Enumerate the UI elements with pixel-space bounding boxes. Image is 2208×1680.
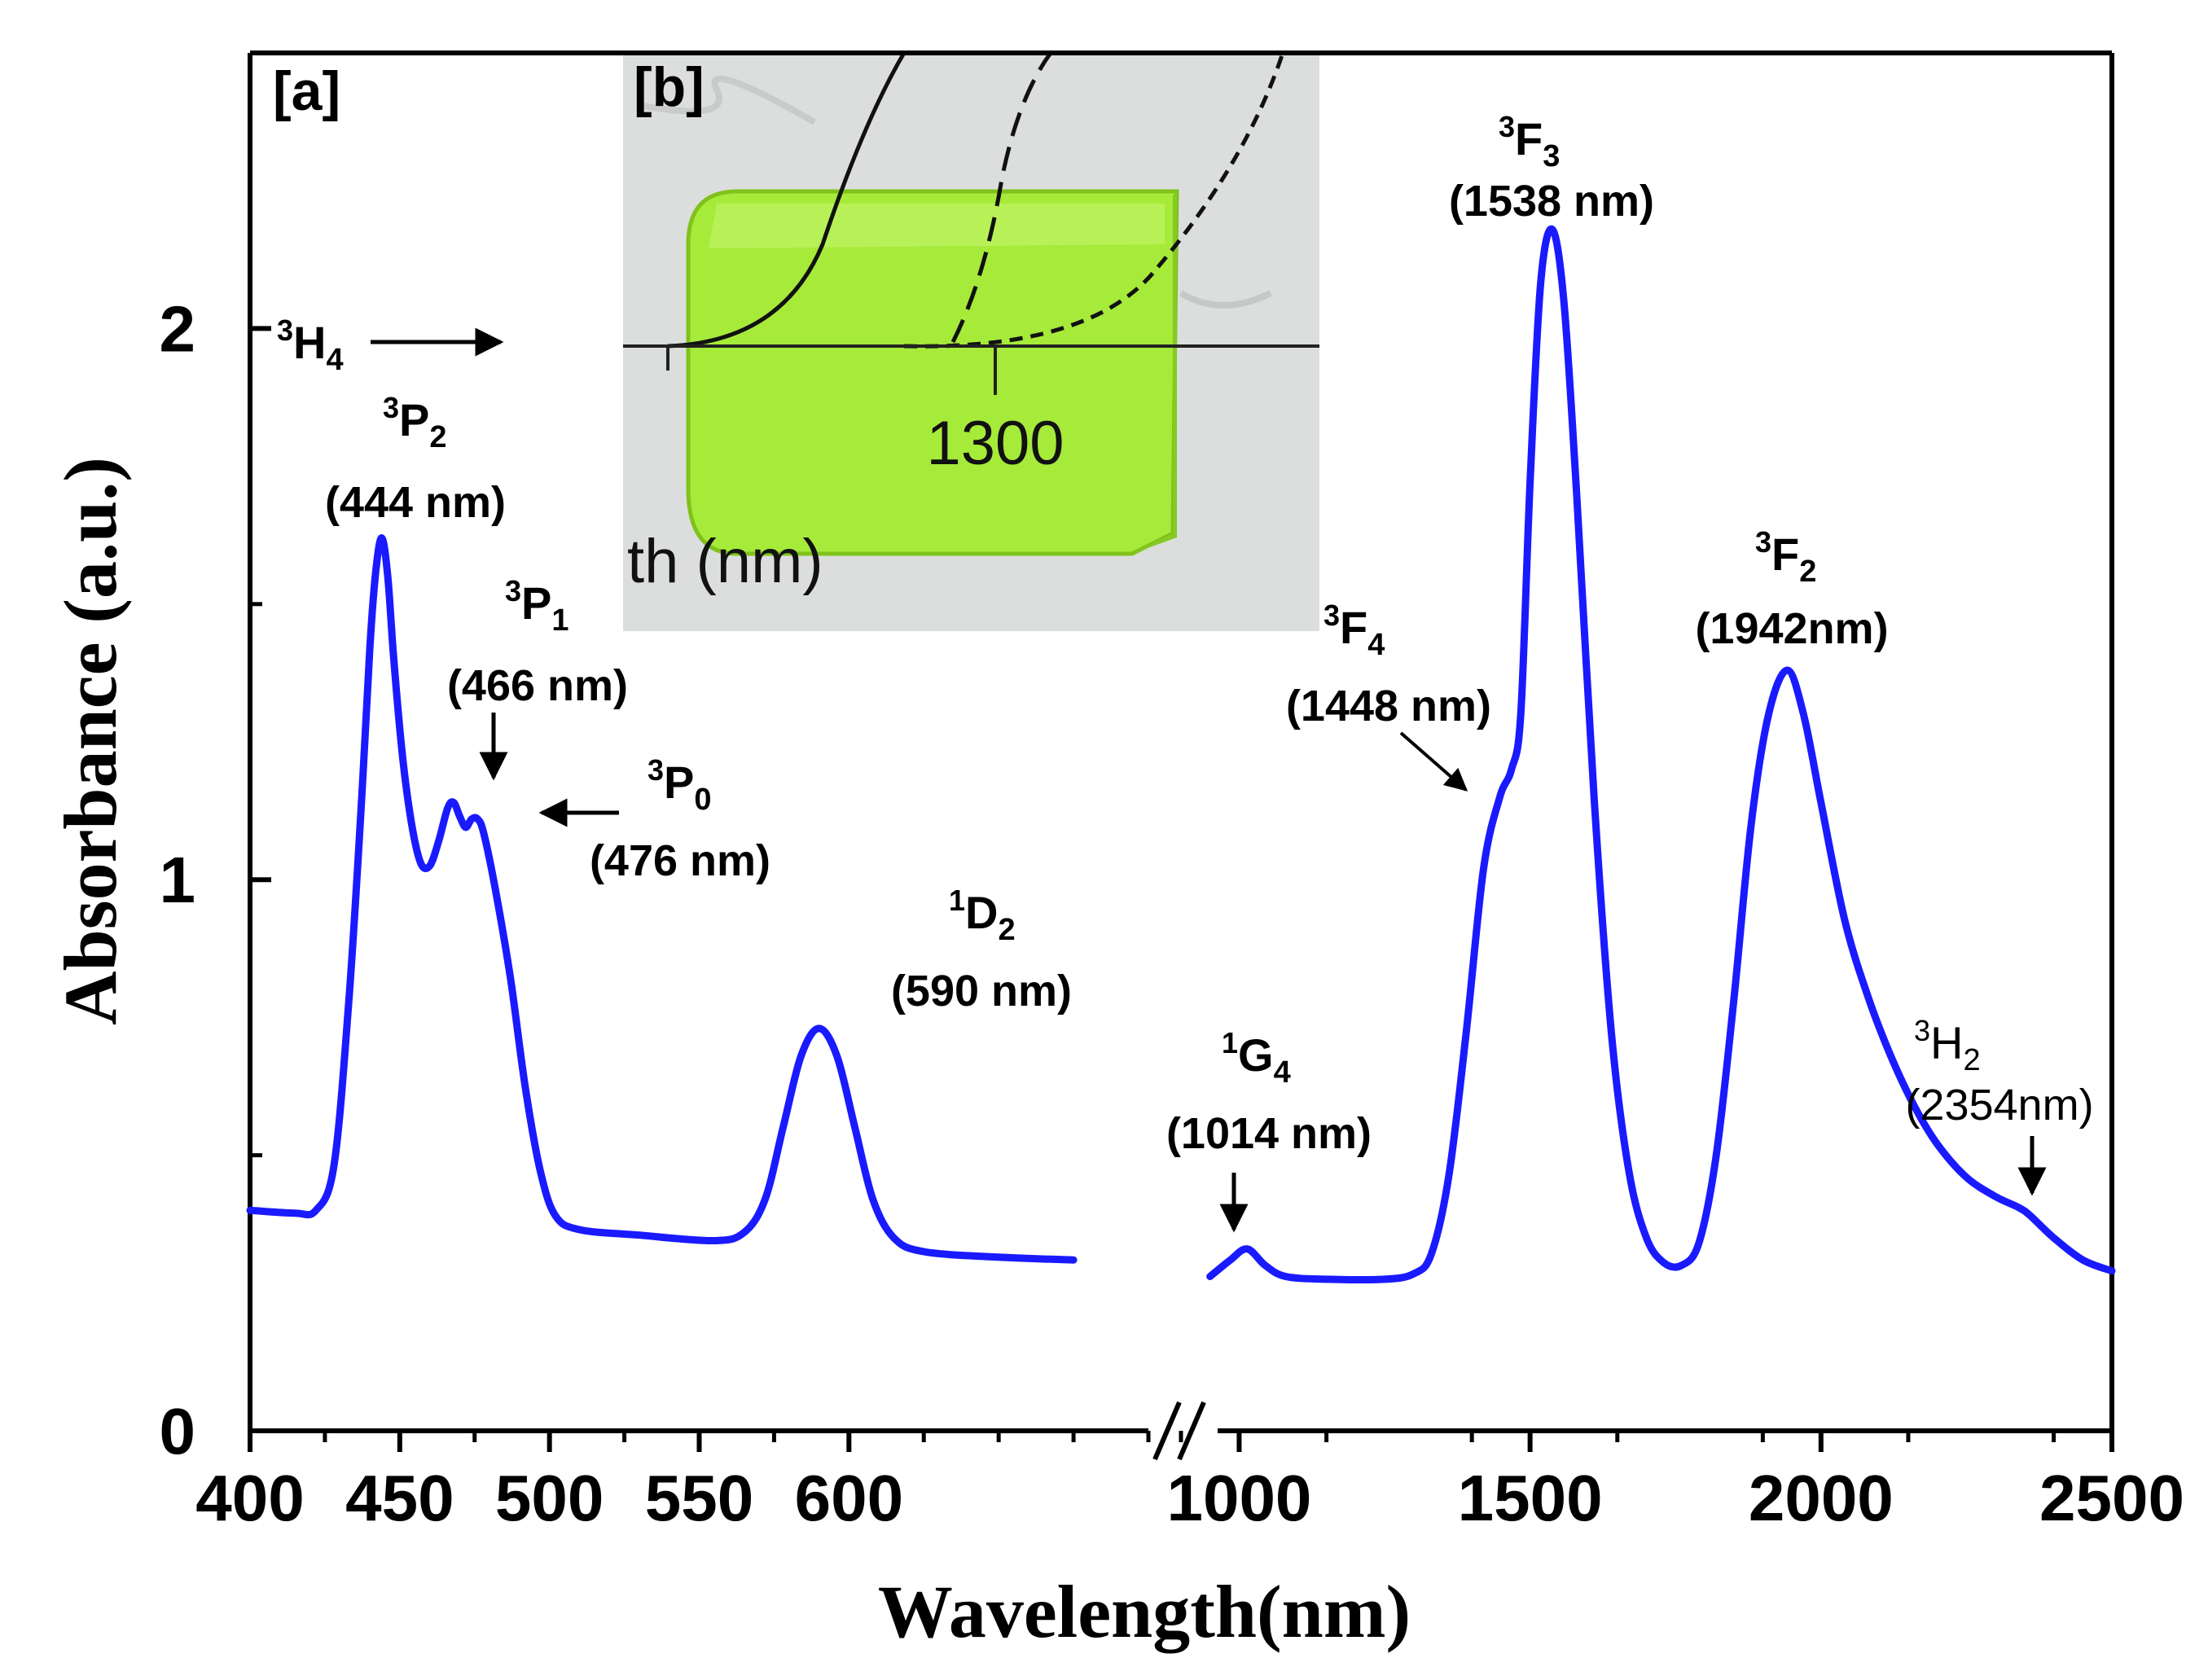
x-tick-label: 550 <box>645 1462 753 1534</box>
annotation-3F3: 3F3 <box>1499 110 1560 173</box>
axis-break-mark <box>1152 1401 1182 1461</box>
x-tick-label: 2500 <box>2039 1462 2184 1534</box>
annotation-3P2: 3P2 <box>383 391 447 454</box>
annotation-3F2: 3F2 <box>1755 525 1816 589</box>
annotation-1D2-wavelength: (590 nm) <box>891 967 1072 1015</box>
annotation-3P1: 3P1 <box>505 574 569 638</box>
annotation-3P2-wavelength: (444 nm) <box>325 478 506 527</box>
inset-solid-curve <box>667 53 906 349</box>
annotation-1D2: 1D2 <box>949 884 1016 947</box>
annotation-3P0-wavelength: (476 nm) <box>590 836 770 885</box>
annotation-3F4-wavelength: (1448 nm) <box>1286 682 1491 730</box>
glass-sample <box>686 189 1179 556</box>
y-tick-label: 1 <box>160 844 196 916</box>
x-tick-label: 400 <box>195 1462 304 1534</box>
annotation-3F2-wavelength: (1942nm) <box>1695 604 1888 653</box>
axis-break-mark <box>1177 1401 1206 1461</box>
annotation-3H2: 3H2 <box>1914 1014 1981 1077</box>
x-tick-label: 600 <box>795 1462 903 1534</box>
inset-dashed-curve <box>950 53 1053 344</box>
panel-label-a: [a] <box>273 60 340 122</box>
inset-photo: 1300 th (nm) <box>623 53 1319 631</box>
y-tick-label: 2 <box>160 292 196 365</box>
annotations: 3H4 3P2 (444 nm) 3P1 (466 nm) 3P0 (476 n… <box>277 110 2094 1233</box>
annotation-3P0: 3P0 <box>647 753 712 817</box>
inset-tick-label: 1300 <box>926 409 1064 478</box>
y-axis-title: Absorbance (a.u.) <box>49 457 132 1025</box>
series-line-segment-visible <box>246 534 1078 1264</box>
x-tick-label: 1500 <box>1458 1462 1603 1534</box>
annotation-3P1-wavelength: (466 nm) <box>447 661 628 710</box>
annotation-1G4-wavelength: (1014 nm) <box>1166 1109 1372 1158</box>
arrow-3F4 <box>1399 731 1468 792</box>
annotation-3H4: 3H4 <box>277 314 344 377</box>
series <box>246 225 2116 1284</box>
annotation-3H2-wavelength: (2354nm) <box>1905 1081 2093 1130</box>
annotation-3F3-wavelength: (1538 nm) <box>1449 177 1654 226</box>
y-tick-label: 0 <box>160 1395 196 1467</box>
x-tick-label: 500 <box>495 1462 604 1534</box>
inset-dotted-curve <box>903 53 1285 349</box>
x-axis-title: Wavelength(nm) <box>878 1570 1411 1653</box>
ticks: 400 450 500 550 600 1000 1500 2000 2500 0 1 2 <box>160 292 2184 1534</box>
x-tick-label: 1000 <box>1166 1462 1311 1534</box>
series-line-segment-nir <box>1206 225 2116 1284</box>
inset-axis-text: th (nm) <box>627 527 823 596</box>
x-tick-label: 450 <box>345 1462 454 1534</box>
x-tick-label: 2000 <box>1749 1462 1894 1534</box>
annotation-1G4: 1G4 <box>1222 1026 1291 1090</box>
annotation-3F4: 3F4 <box>1323 599 1385 662</box>
panel-label-b: [b] <box>634 56 705 118</box>
